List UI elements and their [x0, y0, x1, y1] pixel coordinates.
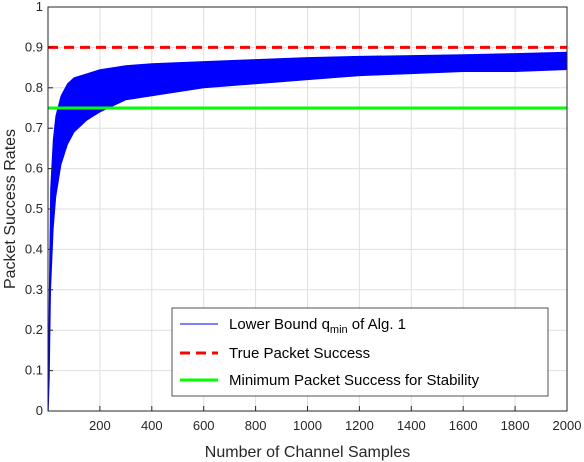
x-tick-label: 1400 [397, 418, 426, 433]
x-tick-label: 400 [141, 418, 163, 433]
legend-label-series-0: Lower Bound qmin of Alg. 1 [229, 316, 406, 336]
y-tick-label: 0.4 [25, 241, 43, 256]
y-tick-label: 0.5 [25, 201, 43, 216]
legend: Lower Bound qmin of Alg. 1 True Packet S… [171, 307, 549, 397]
x-tick-label: 1000 [293, 418, 322, 433]
x-tick-label: 200 [89, 418, 111, 433]
x-tick-label: 1800 [501, 418, 530, 433]
legend-label-series-0-tail: of Alg. 1 [348, 316, 406, 333]
y-tick-label: 0.9 [25, 39, 43, 54]
x-tick-label: 800 [245, 418, 267, 433]
legend-label-series-0-sub: min [330, 324, 348, 336]
y-tick-label: 0.7 [25, 120, 43, 135]
legend-box [171, 307, 549, 397]
y-axis-label: Packet Success Rates [2, 129, 19, 289]
x-tick-label: 2000 [553, 418, 582, 433]
x-axis-label: Number of Channel Samples [205, 444, 410, 461]
y-tick-label: 0.1 [25, 363, 43, 378]
legend-label-series-2: Minimum Packet Success for Stability [229, 372, 480, 389]
legend-label-series-0-main: Lower Bound q [229, 316, 330, 333]
x-tick-label: 600 [193, 418, 215, 433]
legend-label-series-1: True Packet Success [229, 345, 370, 362]
y-tick-label: 0 [36, 403, 43, 418]
x-tick-label: 1200 [345, 418, 374, 433]
x-tick-label: 1600 [449, 418, 478, 433]
y-tick-label: 1 [36, 0, 43, 14]
y-tick-label: 0.2 [25, 322, 43, 337]
y-tick-label: 0.8 [25, 80, 43, 95]
y-tick-label: 0.6 [25, 161, 43, 176]
y-tick-label: 0.3 [25, 282, 43, 297]
